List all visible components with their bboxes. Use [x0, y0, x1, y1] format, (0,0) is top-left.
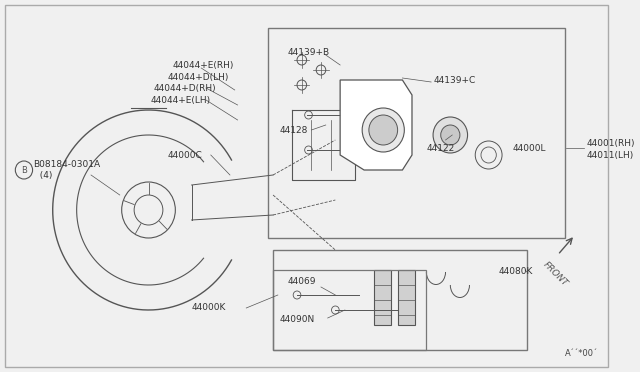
- Bar: [374, 270, 391, 325]
- Bar: [268, 28, 565, 238]
- Text: 44122: 44122: [426, 144, 454, 153]
- Circle shape: [362, 108, 404, 152]
- Text: 44000C: 44000C: [168, 151, 202, 160]
- Text: B08184-0301A
  (4): B08184-0301A (4): [33, 160, 100, 180]
- Bar: [397, 270, 415, 325]
- Text: 44044+D(LH): 44044+D(LH): [168, 73, 229, 81]
- Polygon shape: [340, 80, 412, 170]
- Bar: [273, 250, 527, 350]
- Circle shape: [433, 117, 468, 153]
- Text: 44128: 44128: [280, 125, 308, 135]
- Bar: [273, 270, 426, 350]
- Text: 44000K: 44000K: [191, 304, 226, 312]
- Text: 44000L: 44000L: [513, 144, 546, 153]
- Text: A´´*00´: A´´*00´: [565, 349, 598, 358]
- Text: B: B: [21, 166, 27, 174]
- Text: 44139+C: 44139+C: [433, 76, 476, 84]
- Text: 44011(LH): 44011(LH): [586, 151, 634, 160]
- Text: 44080K: 44080K: [498, 267, 532, 276]
- Text: 44044+E(LH): 44044+E(LH): [150, 96, 211, 105]
- Text: 44001(RH): 44001(RH): [586, 138, 635, 148]
- Text: 44090N: 44090N: [280, 315, 315, 324]
- Text: 44044+D(RH): 44044+D(RH): [154, 83, 216, 93]
- Text: 44069: 44069: [287, 278, 316, 286]
- Circle shape: [441, 125, 460, 145]
- Text: 44139+B: 44139+B: [287, 48, 330, 57]
- Circle shape: [369, 115, 397, 145]
- Text: 44044+E(RH): 44044+E(RH): [172, 61, 234, 70]
- Text: FRONT: FRONT: [541, 260, 570, 288]
